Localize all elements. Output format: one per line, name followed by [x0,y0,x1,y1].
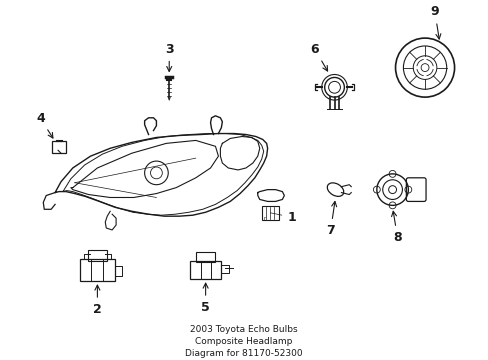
Text: 1: 1 [270,211,295,224]
Text: 4: 4 [36,112,53,138]
Bar [261,206,279,220]
Text: 7: 7 [325,202,336,237]
Text: 2003 Toyota Echo Bulbs: 2003 Toyota Echo Bulbs [190,325,297,334]
Text: 3: 3 [164,43,173,71]
Text: Composite Headlamp: Composite Headlamp [195,337,292,346]
Text: 8: 8 [391,211,401,244]
Text: Diagram for 81170-52300: Diagram for 81170-52300 [185,349,302,358]
Text: r: r [263,216,265,221]
Text: 2: 2 [93,285,102,316]
Bar [195,252,215,262]
Text: 9: 9 [430,5,440,39]
Text: 6: 6 [310,43,327,71]
Text: 5: 5 [201,283,209,314]
Bar [87,249,107,261]
